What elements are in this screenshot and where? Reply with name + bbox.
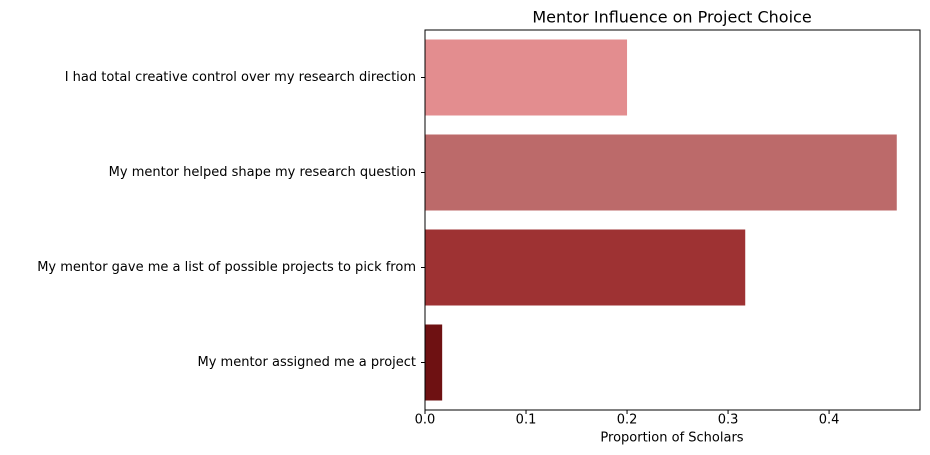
y-tick-label: My mentor gave me a list of possible pro…: [37, 260, 416, 275]
y-tick-label: My mentor helped shape my research quest…: [109, 165, 416, 180]
bar: [425, 229, 746, 306]
bar: [425, 39, 628, 116]
y-tick-label: My mentor assigned me a project: [198, 355, 416, 370]
y-tick-label: I had total creative control over my res…: [65, 70, 416, 85]
x-tick-label: 0.0: [415, 413, 436, 428]
bar: [425, 134, 897, 211]
chart-title: Mentor Influence on Project Choice: [532, 8, 811, 27]
x-tick-label: 0.1: [516, 413, 537, 428]
x-tick-label: 0.2: [617, 413, 638, 428]
x-tick-label: 0.4: [819, 413, 840, 428]
x-axis-label: Proportion of Scholars: [600, 431, 743, 446]
x-tick-label: 0.3: [718, 413, 739, 428]
plot-frame: [424, 29, 921, 411]
bar: [425, 324, 443, 401]
